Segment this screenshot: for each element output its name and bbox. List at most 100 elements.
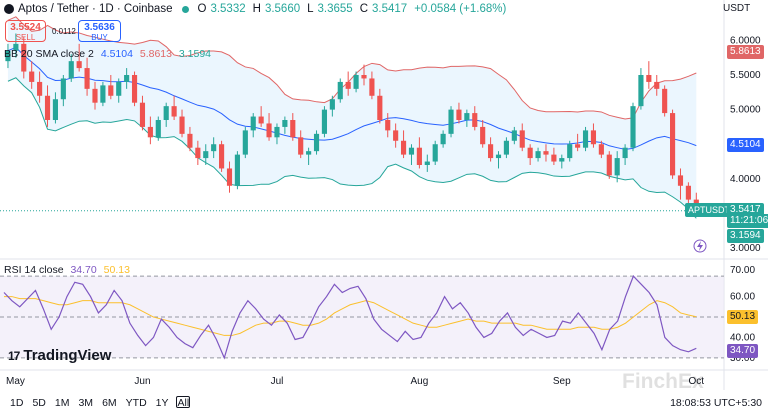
rsi-tag: 34.70 — [727, 344, 759, 358]
close-value: 3.5417 — [372, 3, 408, 15]
candle-body — [124, 75, 130, 82]
calendar-icon[interactable] — [176, 396, 190, 408]
candle-body — [559, 158, 565, 162]
range-button-1y[interactable]: 1Y — [155, 397, 169, 409]
candle-body — [84, 68, 90, 89]
close-label: C — [359, 3, 369, 15]
candle-body — [527, 147, 533, 159]
open-value: 3.5332 — [210, 3, 246, 15]
candle-body — [298, 137, 304, 155]
candle-body — [385, 120, 391, 131]
candle-body — [13, 43, 19, 51]
countdown-tag: 11:21:06 — [727, 214, 768, 228]
bb-lower-value: 3.1594 — [178, 48, 212, 60]
tradingview-mark-icon: 17 — [8, 348, 20, 363]
candle-body — [68, 61, 74, 79]
candle-body — [582, 130, 589, 148]
last-price-tag: 3.5417 — [727, 203, 764, 217]
last-symbol-tag: APTUSDT — [685, 203, 734, 217]
range-button-5d[interactable]: 5D — [32, 397, 46, 409]
candle-body — [519, 130, 525, 148]
candle-body — [195, 147, 201, 159]
change-value: +0.0584 (+1.68%) — [414, 3, 507, 15]
low-value: 3.3655 — [317, 3, 353, 15]
bb-legend[interactable]: BB 20 SMA close 2 4.5104 5.8613 3.1594 — [4, 48, 215, 60]
candle-body — [606, 154, 612, 176]
low-label: L — [307, 3, 314, 15]
candle-body — [670, 113, 676, 176]
currency-button[interactable]: USDT — [723, 3, 751, 14]
rsi-legend[interactable]: RSI 14 close 34.70 50.13 — [4, 264, 134, 276]
bottom-toolbar: 1D 5D 1M 3M 6M YTD 1Y All 18:08:53 UTC+5:30 — [0, 393, 768, 413]
tradingview-name: TradingView — [23, 347, 112, 364]
candle-body — [440, 133, 446, 145]
open-label: O — [197, 3, 207, 15]
high-label: H — [252, 3, 261, 15]
tradingview-logo: 17 TradingView — [8, 347, 111, 364]
rsi-tick-label: 60.00 — [730, 292, 755, 303]
symbol-title[interactable]: Aptos / Tether · 1D · Coinbase — [18, 3, 173, 15]
candle-body — [147, 126, 153, 138]
candle-body — [226, 168, 233, 186]
range-button-1d[interactable]: 1D — [10, 397, 24, 409]
candle-body — [408, 147, 415, 155]
candle-body — [290, 120, 296, 138]
candle-body — [52, 99, 58, 120]
candle-body — [677, 175, 684, 186]
candle-body — [345, 81, 351, 89]
candle-body — [282, 120, 288, 127]
candle-body — [654, 81, 660, 89]
watermark: FinchEx — [622, 370, 704, 393]
range-button-3m[interactable]: 3M — [78, 397, 94, 409]
candle-body — [590, 130, 597, 145]
candle-body — [313, 133, 320, 152]
bb-upper-line — [7, 16, 697, 120]
sell-button[interactable]: 3.5524 SELL — [5, 20, 46, 42]
candle-body — [266, 123, 272, 138]
range-button-ytd[interactable]: YTD — [125, 397, 147, 409]
sell-label: SELL — [15, 33, 36, 42]
candle-body — [535, 151, 541, 159]
rsi-tick-label: 30.00 — [730, 353, 755, 364]
candle-body — [488, 144, 494, 159]
candle-body — [369, 78, 375, 96]
upper-band-tag: 5.8613 — [727, 45, 764, 59]
candle-body — [163, 106, 169, 120]
candle-body — [456, 109, 462, 120]
high-value: 3.5660 — [264, 3, 301, 15]
clock[interactable]: 18:08:53 UTC+5:30 — [670, 397, 762, 409]
candle-body — [622, 147, 628, 159]
rsi-legend-name: RSI 14 close — [4, 264, 64, 276]
candle-body — [551, 154, 557, 162]
candle-body — [646, 75, 652, 82]
buy-price: 3.5636 — [84, 22, 115, 33]
bb-basis-value: 4.5104 — [100, 48, 133, 60]
time-tick-label: Jul — [271, 376, 284, 387]
rsi-line — [3, 275, 697, 360]
candle-body — [21, 43, 27, 72]
bb-fill — [7, 16, 697, 219]
rsi-legend-value: 34.70 — [70, 264, 97, 276]
range-button-all[interactable]: All — [177, 397, 190, 409]
candle-body — [575, 144, 581, 148]
candle-body — [393, 130, 399, 141]
candle-body — [76, 61, 82, 69]
candle-body — [44, 95, 51, 120]
candle-body — [495, 154, 502, 159]
lower-band-tag: 3.1594 — [727, 229, 764, 243]
candle-body — [662, 88, 668, 114]
candle-body — [361, 75, 367, 79]
candle-body — [155, 120, 161, 138]
candle-body — [258, 116, 264, 124]
range-button-6m[interactable]: 6M — [102, 397, 117, 409]
candle-body — [179, 116, 185, 134]
range-button-1m[interactable]: 1M — [54, 397, 70, 409]
price-tick-label: 5.5000 — [730, 70, 761, 81]
bb-basis-line — [7, 46, 697, 150]
candle-body — [203, 151, 209, 159]
buy-button[interactable]: 3.5636 BUY — [78, 20, 121, 42]
candle-body — [116, 81, 122, 96]
bb-upper-value: 5.8613 — [139, 48, 172, 60]
candle-body — [503, 140, 509, 155]
candle-body — [353, 75, 359, 89]
